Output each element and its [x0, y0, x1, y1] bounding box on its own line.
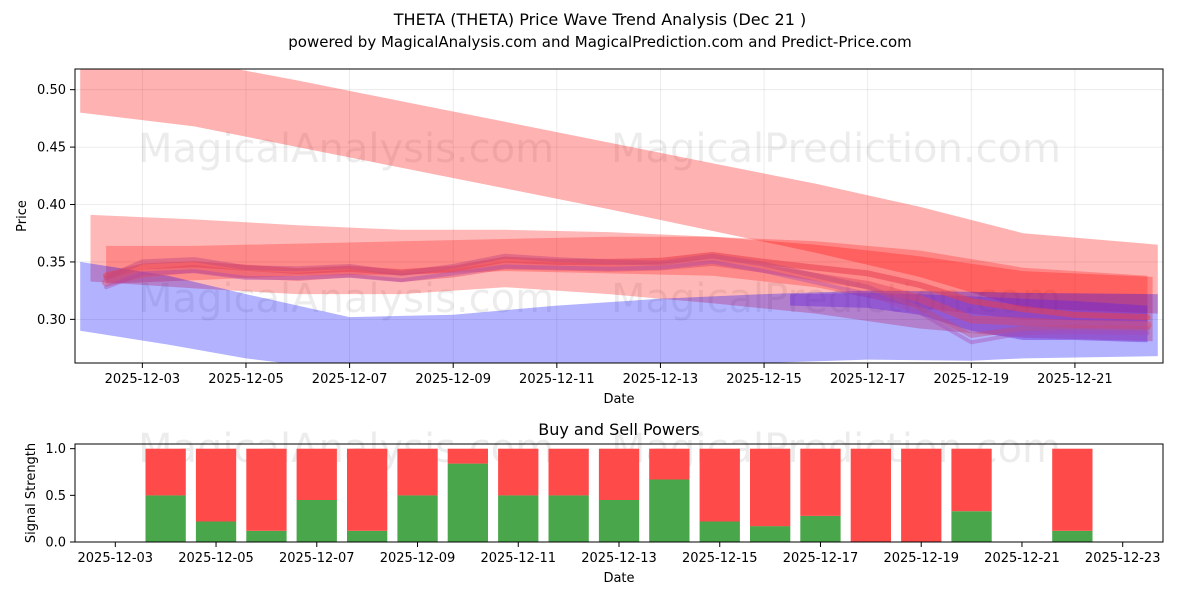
price-x-tick-label: 2025-12-07 [312, 372, 388, 387]
mid-red-wave [106, 236, 1148, 322]
price-y-tick-label: 0.30 [37, 313, 66, 328]
watermark-text: MagicalPrediction.com [611, 126, 1061, 172]
price-x-tick-label: 2025-12-15 [726, 372, 802, 387]
buy-bar [548, 495, 589, 542]
buy-bar [1052, 530, 1093, 542]
price-x-tick-label: 2025-12-05 [208, 372, 284, 387]
wave-line-4 [104, 259, 1150, 345]
buy-sell-y-tick-label: 0.5 [45, 489, 66, 504]
price-watermarks: MagicalAnalysis.com MagicalPrediction.com… [138, 126, 1061, 322]
buy-bar [347, 530, 388, 542]
buy-bar [750, 526, 791, 542]
price-y-tick-label: 0.35 [37, 255, 66, 270]
buy-bar [145, 495, 186, 542]
sell-bar [699, 448, 740, 522]
buy-bar [649, 479, 690, 542]
price-y-tick-label: 0.50 [37, 83, 66, 98]
sell-bar [246, 448, 287, 531]
sell-bar [347, 448, 388, 531]
chart-title: THETA (THETA) Price Wave Trend Analysis … [393, 10, 806, 29]
watermark-text: MagicalPrediction.com [611, 276, 1061, 322]
buy-sell-x-tick-label: 2025-12-21 [984, 551, 1060, 566]
price-x-tick-label: 2025-12-13 [623, 372, 699, 387]
buy-sell-title: Buy and Sell Powers [538, 420, 700, 439]
wave-line-3 [103, 253, 1150, 338]
buy-bar [800, 515, 841, 542]
price-x-tick-label: 2025-12-03 [105, 372, 181, 387]
price-x-axis-label: Date [603, 392, 634, 407]
sell-bar [750, 448, 791, 527]
price-x-tick-label: 2025-12-09 [415, 372, 491, 387]
buy-sell-y-axis-label: Signal Strength [24, 443, 39, 543]
buy-bar [699, 521, 740, 542]
upper-red-wave [80, 69, 1158, 314]
buy-bar [598, 500, 640, 542]
buy-sell-x-ticks: 2025-12-03 2025-12-05 2025-12-07 2025-12-09… [78, 542, 1161, 566]
buy-sell-bars [145, 448, 1093, 542]
buy-bar [397, 495, 438, 542]
buy-sell-plot: Buy and Sell Powers MagicalAnalysis.comM… [24, 420, 1164, 586]
buy-sell-x-tick-label: 2025-12-15 [682, 551, 758, 566]
sell-bar [195, 448, 237, 522]
buy-sell-y-ticks: 0.0 0.5 1.0 [45, 442, 75, 551]
price-plot-frame [74, 68, 1164, 364]
sell-bar [800, 448, 841, 516]
wave-line-1 [103, 252, 1151, 321]
buy-sell-x-tick-label: 2025-12-13 [581, 551, 657, 566]
buy-sell-x-tick-label: 2025-12-09 [380, 551, 456, 566]
sell-bar [649, 448, 690, 480]
price-bands [80, 69, 1158, 363]
sell-bar [598, 448, 640, 500]
buy-sell-x-tick-label: 2025-12-03 [78, 551, 154, 566]
buy-sell-x-tick-label: 2025-12-11 [480, 551, 556, 566]
buy-sell-y-tick-label: 0.0 [45, 536, 66, 551]
price-y-ticks: 0.30 0.35 0.40 0.45 0.50 [37, 83, 75, 328]
buy-bar [498, 495, 539, 542]
buy-sell-x-tick-label: 2025-12-19 [883, 551, 959, 566]
buy-sell-x-tick-label: 2025-12-17 [783, 551, 859, 566]
sell-bar [901, 448, 942, 542]
buy-bar [296, 500, 337, 542]
price-x-tick-label: 2025-12-19 [934, 372, 1010, 387]
purple-band [790, 292, 1148, 343]
price-y-tick-label: 0.40 [37, 198, 66, 213]
sell-bar [548, 448, 589, 496]
sell-bar [850, 448, 891, 542]
sell-bar [296, 448, 337, 500]
price-grid [75, 69, 1163, 363]
blue-wave [80, 261, 1158, 363]
buy-bar [246, 530, 287, 542]
price-x-tick-label: 2025-12-11 [519, 372, 595, 387]
sell-bar [145, 448, 186, 496]
sell-bar [498, 448, 539, 496]
wide-red-wave [90, 214, 1153, 342]
buy-sell-y-tick-label: 1.0 [45, 442, 66, 457]
sell-bar [951, 448, 992, 512]
price-x-ticks: 2025-12-03 2025-12-05 2025-12-07 2025-12-09… [105, 363, 1113, 387]
price-x-tick-label: 2025-12-21 [1037, 372, 1113, 387]
price-y-axis-label: Price [15, 200, 30, 232]
buy-sell-x-axis-label: Date [603, 571, 634, 586]
wave-line-2 [102, 257, 1152, 330]
buy-sell-x-tick-label: 2025-12-07 [279, 551, 355, 566]
price-y-tick-label: 0.45 [37, 141, 66, 156]
buy-bar [447, 463, 488, 542]
buy-sell-x-tick-label: 2025-12-05 [178, 551, 254, 566]
watermark-text: MagicalAnalysis.com [138, 126, 554, 172]
chart-subtitle: powered by MagicalAnalysis.com and Magic… [288, 33, 912, 51]
sell-bar [447, 448, 488, 464]
sell-bar [397, 448, 438, 496]
buy-bar [195, 521, 237, 542]
watermark-text: MagicalAnalysis.com [138, 276, 554, 322]
price-wave-plot: MagicalAnalysis.com MagicalPrediction.com… [15, 68, 1164, 407]
buy-bar [951, 511, 992, 542]
sell-bar [1052, 448, 1093, 531]
price-lines [102, 252, 1152, 345]
price-x-tick-label: 2025-12-17 [830, 372, 906, 387]
buy-sell-x-tick-label: 2025-12-23 [1085, 551, 1161, 566]
